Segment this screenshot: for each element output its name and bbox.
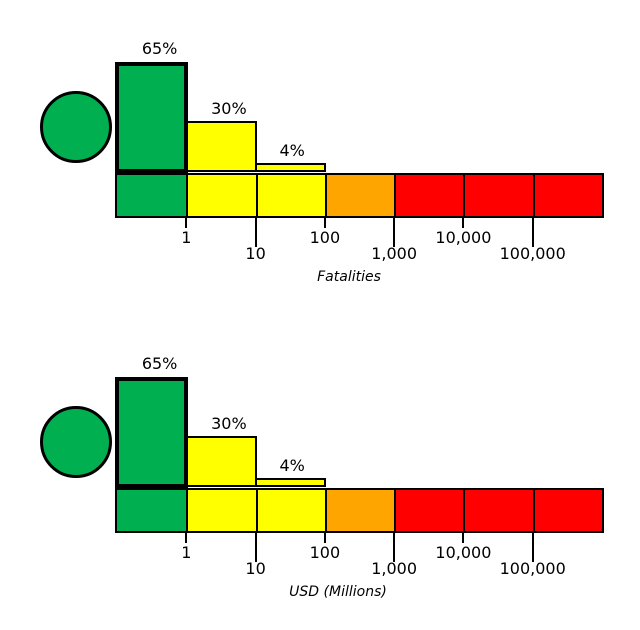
- tick-label: 100,000: [499, 559, 566, 578]
- scale-segment-yellow: [186, 175, 256, 216]
- scale-segment-red: [463, 490, 533, 531]
- usd-millions-chart: USD (Millions) 65% 30% 4% 1 10 100 1,000 10,000…: [0, 315, 640, 630]
- scale-segment-red: [532, 175, 602, 216]
- tick-label: 100: [309, 543, 341, 562]
- scale-segment-red: [463, 175, 533, 216]
- axis-tick: [254, 532, 257, 562]
- axis-tick: [531, 532, 534, 562]
- axis-tick: [185, 532, 188, 543]
- scale-segment-yellow: [186, 490, 256, 531]
- axis-tick: [393, 532, 396, 562]
- scale-segment-red: [394, 175, 464, 216]
- axis-tick: [462, 217, 465, 228]
- tick-label: 10: [245, 244, 266, 263]
- bar-value-label: 65%: [141, 39, 178, 59]
- scale-segment-yellow: [255, 490, 325, 531]
- tick-label: 100: [309, 228, 341, 247]
- histogram-bar-65pct: [115, 377, 189, 488]
- scale-segment-orange: [324, 490, 395, 531]
- bar-value-label: 65%: [141, 354, 178, 374]
- scale-segment-red: [394, 490, 464, 531]
- tick-label: 10,000: [435, 228, 492, 247]
- bar-value-label: 30%: [211, 98, 247, 118]
- bar-value-label: 4%: [279, 141, 305, 161]
- histogram-bar-4pct: [254, 163, 326, 172]
- fatalities-chart: Fatalities 65% 30% 4% 1 10 100 1,000 10,000 100,…: [40, 39, 604, 285]
- x-axis-label-usd: USD (Millions): [289, 584, 387, 600]
- histogram-bar-30pct: [185, 435, 257, 488]
- tick-label: 1,000: [371, 244, 417, 263]
- axis-tick: [462, 532, 465, 543]
- scale-segment-green: [117, 175, 187, 216]
- histogram-bar-65pct: [115, 62, 189, 173]
- scale-segment-green: [117, 490, 187, 531]
- bar-value-label: 4%: [279, 456, 305, 476]
- tick-label: 1,000: [371, 559, 417, 578]
- tick-label: 1: [181, 543, 192, 562]
- histogram-bar-4pct: [254, 478, 326, 487]
- risk-indicator-circle: [40, 406, 112, 478]
- bar-value-label: 30%: [211, 413, 247, 433]
- axis-tick: [531, 217, 534, 247]
- risk-indicator-circle: [40, 91, 112, 163]
- tick-label: 100,000: [499, 244, 566, 263]
- x-axis-label-fatalities: Fatalities: [317, 269, 381, 285]
- scale-segment-red: [532, 490, 602, 531]
- tick-label: 10,000: [435, 543, 492, 562]
- scale-segment-orange: [324, 175, 395, 216]
- tick-label: 1: [181, 228, 192, 247]
- axis-tick: [254, 217, 257, 247]
- scale-segment-yellow: [255, 175, 325, 216]
- axis-tick: [393, 217, 396, 247]
- severity-color-scale: [115, 488, 604, 533]
- axis-tick: [323, 532, 326, 543]
- severity-color-scale: [115, 173, 604, 218]
- tick-label: 10: [245, 559, 266, 578]
- axis-tick: [323, 217, 326, 228]
- histogram-bar-30pct: [185, 120, 257, 173]
- axis-tick: [185, 217, 188, 228]
